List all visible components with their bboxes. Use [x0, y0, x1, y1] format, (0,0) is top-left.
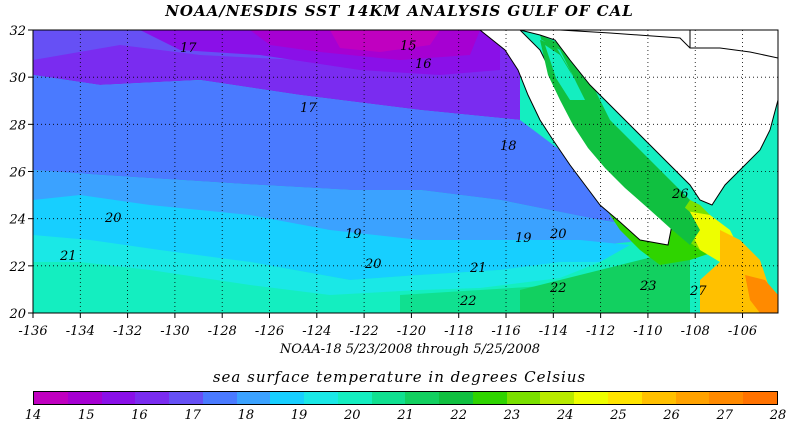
x-tick-label: -108: [681, 324, 710, 339]
y-tick-label: 24: [8, 213, 26, 228]
x-tick-label: -132: [113, 324, 142, 339]
contour-label: 22: [459, 294, 477, 309]
x-tick-label: -118: [444, 324, 473, 339]
colorbar-tick-label: 23: [503, 408, 521, 423]
contour-label: 15: [400, 39, 417, 54]
y-tick-label: 22: [8, 260, 26, 275]
contour-label: 18: [500, 139, 517, 154]
colorbar-tick-label: 27: [716, 408, 734, 423]
contour-label: 20: [364, 257, 382, 272]
y-tick-label: 32: [9, 24, 26, 39]
sst-band: [520, 250, 690, 313]
x-tick-label: -124: [302, 324, 331, 339]
colorbar-tick-label: 25: [610, 408, 627, 423]
colorbar-segment: [337, 392, 372, 404]
colorbar-segment: [405, 392, 440, 404]
contour-label: 21: [469, 261, 487, 276]
x-tick-label: -120: [397, 324, 426, 339]
map-title: NOAA/NESDIS SST 14KM ANALYSIS GULF OF CA…: [165, 2, 634, 20]
colorbar-segment: [236, 392, 271, 404]
x-tick-label: -122: [350, 324, 379, 339]
y-tick-label: 30: [9, 71, 26, 86]
sst-band: [745, 275, 778, 313]
lat-lon-grid: [33, 30, 778, 313]
gulf-water: [540, 40, 700, 245]
sst-band: [540, 35, 690, 215]
x-tick-label: -106: [728, 324, 757, 339]
x-tick-label: -114: [539, 324, 568, 339]
colorbar-segment: [675, 392, 710, 404]
x-tick-label: -136: [18, 324, 47, 339]
legend-title: sea surface temperature in degrees Celsi…: [212, 368, 587, 386]
colorbar-segment: [506, 392, 541, 404]
colorbar-segment: [67, 392, 102, 404]
sst-band: [330, 30, 440, 52]
y-tick-label: 26: [8, 166, 26, 181]
longitude-axis: -136 -134 -132 -130 -128 -126 -124 -122 -120 -118…: [18, 313, 757, 339]
x-tick-label: -128: [208, 324, 237, 339]
colorbar-segment: [709, 392, 744, 404]
colorbar-segment: [34, 392, 68, 404]
land-mask: [479, 30, 778, 246]
colorbar-segment: [608, 392, 642, 404]
sst-band: [33, 195, 630, 280]
contour-label: 17: [300, 101, 317, 116]
colorbar-tick-label: 15: [77, 408, 95, 423]
x-tick-label: -134: [66, 324, 95, 339]
colorbar-segment: [304, 392, 338, 404]
x-tick-label: -110: [633, 324, 662, 339]
colorbar-ticks: 14 15 16 17 18 19 20 21 22 23 24 25 26 27 28: [25, 408, 787, 426]
colorbar-segment: [574, 392, 609, 404]
latitude-axis: 32 30 28 26 24 22 20: [8, 24, 33, 322]
y-tick-label: 28: [8, 118, 26, 133]
colorbar-tick-label: 17: [184, 408, 201, 423]
upper-gulf-water: [545, 45, 583, 100]
colorbar-tick-label: 18: [237, 408, 255, 423]
contour-label: 21: [59, 249, 77, 264]
colorbar-tick-label: 22: [450, 408, 467, 423]
land-polygon: [490, 30, 778, 206]
contour-label: 27: [689, 284, 707, 299]
colorbar-tick-label: 20: [344, 408, 361, 423]
colorbar-tick-label: 26: [663, 408, 680, 423]
colorbar-segment: [439, 392, 473, 404]
contour-label: 26: [671, 187, 689, 202]
colorbar-segment: [169, 392, 203, 404]
colorbar-segment: [641, 392, 676, 404]
contour-label: 20: [549, 227, 567, 242]
contour-label: 17: [180, 41, 197, 56]
x-tick-label: -116: [491, 324, 520, 339]
colorbar-segment: [472, 392, 507, 404]
x-tick-label: -130: [160, 324, 189, 339]
colorbar-tick-label: 24: [556, 408, 574, 423]
colorbar-segment: [202, 392, 237, 404]
colorbar: [33, 391, 778, 405]
y-tick-label: 20: [8, 307, 26, 322]
colorbar-segment: [135, 392, 170, 404]
colorbar-segment: [371, 392, 406, 404]
colorbar-segment: [270, 392, 305, 404]
sst-band: [33, 75, 660, 230]
colorbar-segment: [101, 392, 136, 404]
colorbar-tick-label: 28: [769, 408, 787, 423]
x-tick-label: -126: [255, 324, 284, 339]
colorbar-segment: [743, 392, 777, 404]
colorbar-tick-label: 19: [290, 408, 308, 423]
state-borders: [559, 30, 778, 59]
contour-label: 16: [415, 57, 432, 72]
contour-label: 19: [345, 227, 362, 242]
map-subtitle: NOAA-18 5/23/2008 through 5/25/2008: [279, 342, 541, 357]
colorbar-tick-label: 14: [24, 408, 42, 423]
colorbar-segment: [540, 392, 575, 404]
x-tick-label: -112: [586, 324, 615, 339]
contour-label: 20: [104, 211, 122, 226]
contour-label: 22: [549, 281, 567, 296]
colorbar-tick-label: 16: [131, 408, 148, 423]
colorbar-tick-label: 21: [397, 408, 414, 423]
contour-label: 19: [515, 231, 532, 246]
